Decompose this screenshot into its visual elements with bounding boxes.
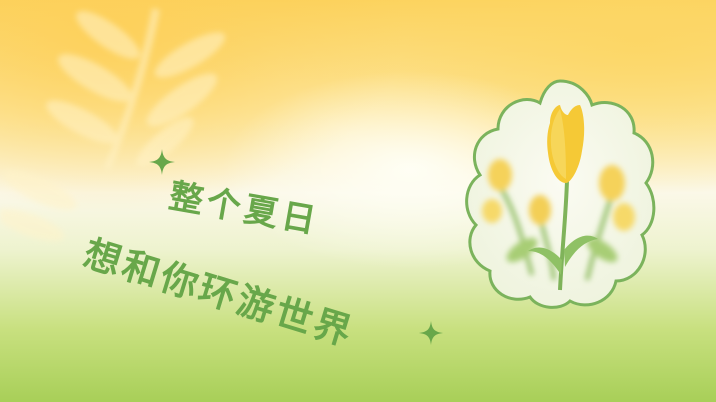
tulip-badge — [465, 79, 656, 309]
fern-leaf-icon — [0, 8, 226, 242]
sparkle-icon — [149, 149, 175, 175]
sparkle-icon — [418, 320, 444, 346]
tulip-icon — [528, 105, 598, 291]
